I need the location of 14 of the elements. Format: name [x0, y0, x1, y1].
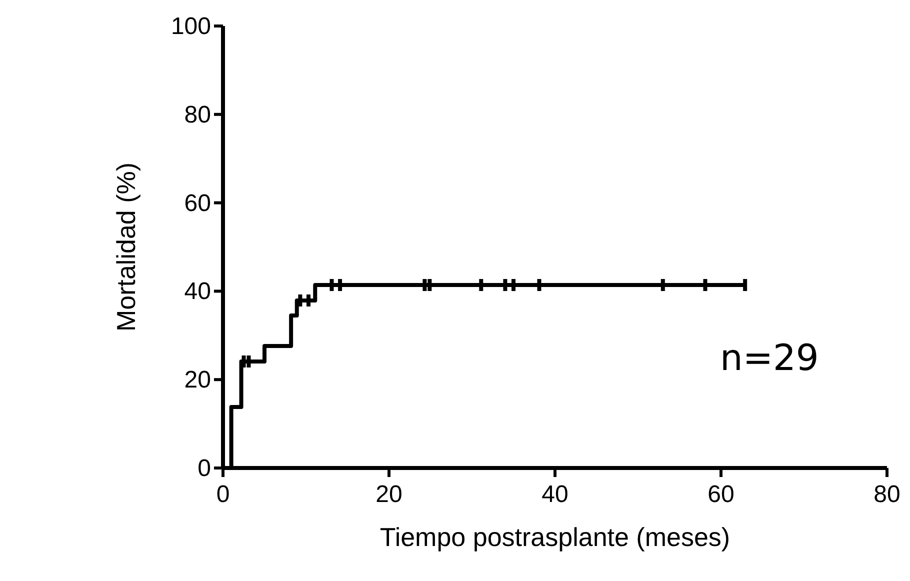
y-tick-label: 80 — [184, 101, 211, 128]
y-axis-title: Mortalidad (%) — [111, 162, 141, 332]
x-tick-label: 60 — [708, 481, 734, 508]
annotation: n=29 — [720, 338, 819, 379]
y-tick-label: 60 — [184, 190, 211, 217]
x-axis-title: Tiempo postrasplante (meses) — [380, 522, 730, 552]
y-tick-label: 20 — [184, 366, 211, 394]
x-tick-label: 20 — [376, 481, 402, 508]
x-tick-label: 80 — [874, 481, 900, 508]
y-tick-label: 40 — [184, 278, 211, 306]
y-tick-label: 0 — [198, 455, 211, 482]
y-tick-label: 100 — [170, 13, 211, 40]
x-tick-label: 40 — [542, 481, 568, 508]
x-tick-label: 0 — [216, 481, 230, 508]
